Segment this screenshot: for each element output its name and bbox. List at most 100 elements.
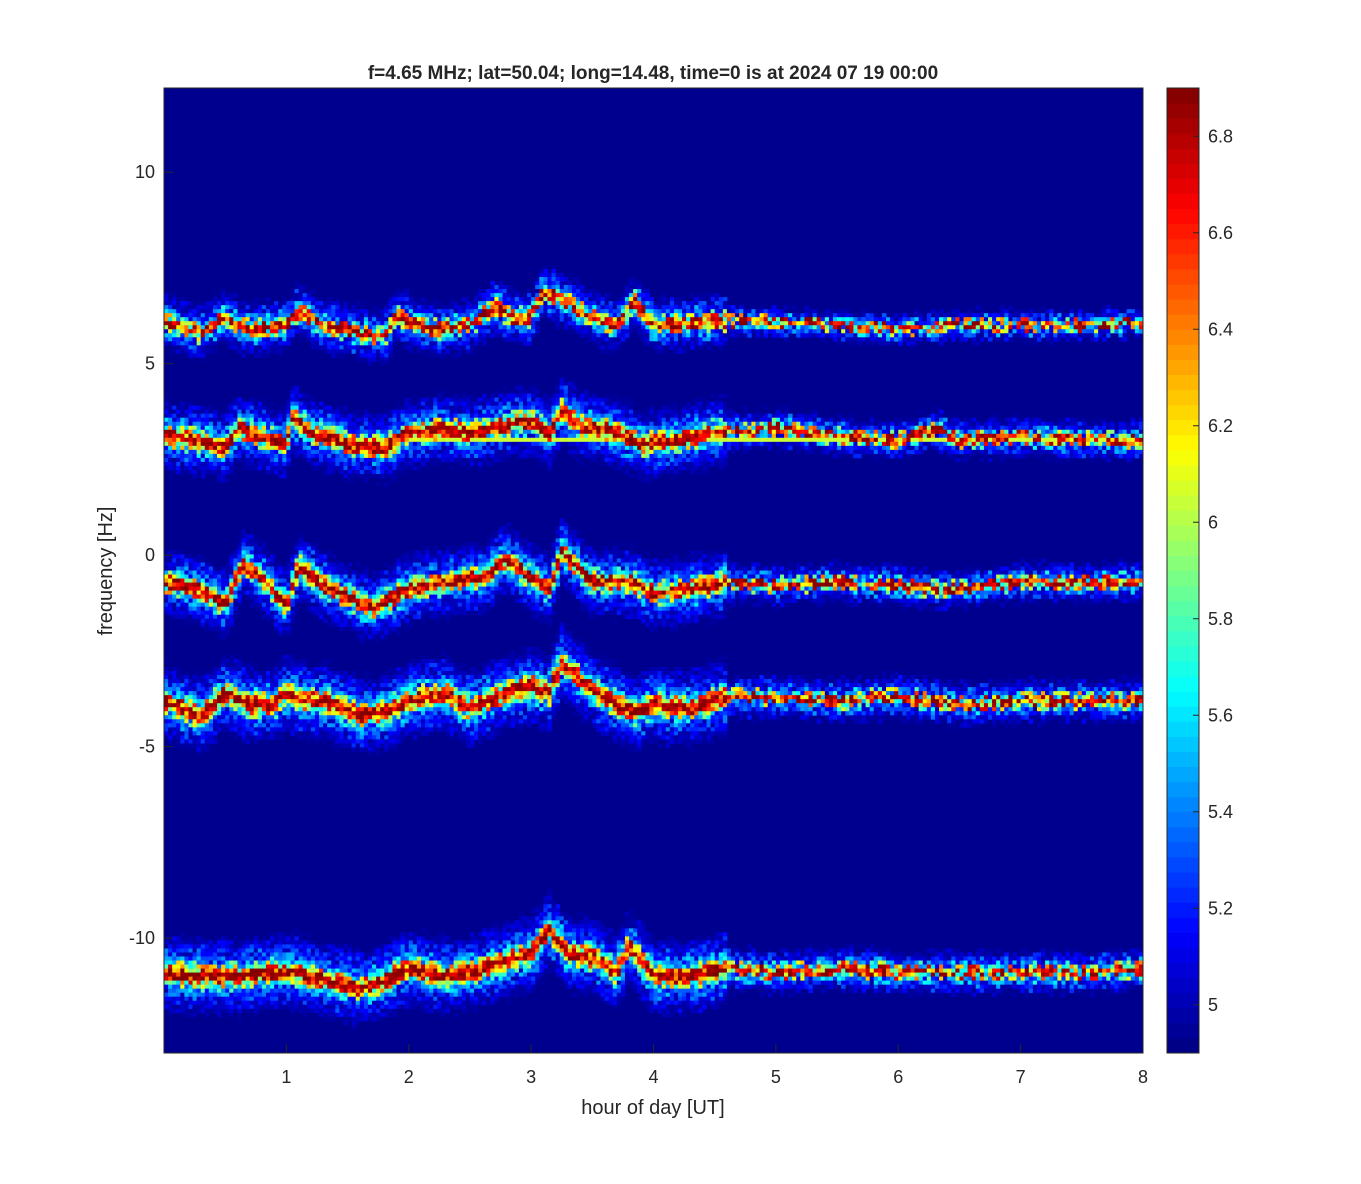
heatmap-cell — [290, 441, 295, 447]
heatmap-cell — [510, 325, 516, 330]
heatmap-cell — [445, 405, 450, 411]
heatmap-cell — [902, 421, 907, 427]
heatmap-cell — [441, 417, 446, 423]
heatmap-cell — [702, 421, 707, 427]
heatmap-cell — [261, 353, 267, 358]
heatmap-cell — [233, 433, 238, 439]
heatmap-cell — [820, 321, 826, 326]
heatmap-cell — [677, 417, 683, 423]
heatmap-cell — [208, 309, 214, 314]
heatmap-cell — [233, 329, 238, 334]
heatmap-cell — [367, 337, 373, 342]
heatmap-cell — [164, 417, 169, 423]
heatmap-cell — [278, 413, 283, 419]
heatmap-cell — [278, 429, 283, 435]
heatmap-cell — [886, 329, 891, 334]
heatmap-cell — [637, 329, 642, 334]
heatmap-cell — [629, 325, 634, 330]
heatmap-cell — [539, 305, 544, 310]
heatmap-cell — [192, 349, 198, 354]
heatmap-cell — [784, 409, 789, 415]
heatmap-cell — [963, 329, 968, 334]
heatmap-cell — [286, 433, 291, 439]
heatmap-cell — [959, 437, 964, 443]
heatmap-cell — [824, 329, 830, 334]
heatmap-cell — [576, 437, 581, 443]
heatmap-cell — [784, 337, 789, 342]
heatmap-cell — [294, 437, 300, 443]
heatmap-cell — [274, 301, 279, 306]
heatmap-cell — [502, 409, 508, 415]
heatmap-cell — [343, 317, 348, 322]
heatmap-cell — [261, 309, 267, 314]
heatmap-cell — [465, 413, 471, 419]
heatmap-cell — [192, 345, 198, 350]
heatmap-cell — [645, 441, 650, 447]
heatmap-cell — [388, 297, 393, 302]
heatmap-cell — [1089, 433, 1095, 439]
heatmap-cell — [327, 421, 332, 427]
heatmap-cell — [396, 297, 401, 302]
heatmap-cell — [196, 437, 202, 443]
heatmap-cell — [1094, 433, 1099, 439]
heatmap-cell — [1012, 333, 1017, 338]
heatmap-cell — [355, 301, 361, 306]
heatmap-cell — [963, 421, 968, 427]
heatmap-cell — [237, 421, 242, 427]
heatmap-cell — [486, 297, 491, 302]
heatmap-cell — [380, 425, 385, 431]
heatmap-cell — [653, 425, 658, 431]
heatmap-cell — [694, 437, 699, 443]
heatmap-cell — [722, 437, 728, 443]
heatmap-cell — [596, 309, 601, 314]
heatmap-cell — [690, 313, 695, 318]
heatmap-cell — [164, 293, 169, 298]
heatmap-cell — [677, 345, 683, 350]
heatmap-cell — [502, 401, 508, 407]
heatmap-cell — [951, 433, 956, 439]
heatmap-cell — [910, 441, 915, 447]
heatmap-cell — [445, 325, 450, 330]
heatmap-cell — [225, 441, 230, 447]
heatmap-cell — [812, 409, 818, 415]
heatmap-cell — [959, 429, 964, 435]
heatmap-cell — [669, 401, 675, 407]
heatmap-cell — [437, 445, 442, 451]
heatmap-cell — [412, 313, 418, 318]
heatmap-cell — [274, 333, 279, 338]
heatmap-cell — [906, 341, 911, 346]
heatmap-cell — [1094, 437, 1099, 443]
heatmap-cell — [404, 445, 410, 451]
heatmap-cell — [310, 337, 316, 342]
heatmap-cell — [1008, 437, 1013, 443]
heatmap-cell — [331, 329, 336, 334]
heatmap-cell — [714, 421, 720, 427]
heatmap-cell — [702, 309, 707, 314]
heatmap-cell — [1094, 333, 1099, 338]
heatmap-cell — [580, 305, 585, 310]
heatmap-cell — [241, 429, 246, 435]
heatmap-cell — [1069, 313, 1075, 318]
heatmap-cell — [482, 437, 487, 443]
heatmap-cell — [469, 337, 475, 342]
heatmap-cell — [743, 441, 748, 447]
heatmap-cell — [384, 305, 389, 310]
heatmap-cell — [1126, 309, 1132, 314]
heatmap-cell — [412, 433, 418, 439]
heatmap-cell — [180, 441, 185, 447]
heatmap-cell — [804, 429, 809, 435]
heatmap-cell — [934, 309, 940, 314]
heatmap-cell — [784, 421, 789, 427]
heatmap-cell — [400, 337, 406, 342]
heatmap-cell — [241, 305, 246, 310]
heatmap-cell — [616, 301, 622, 306]
heatmap-cell — [522, 313, 528, 318]
heatmap-cell — [270, 313, 275, 318]
heatmap-cell — [608, 413, 614, 419]
heatmap-cell — [416, 409, 422, 415]
heatmap-cell — [376, 309, 381, 314]
heatmap-cell — [510, 329, 516, 334]
heatmap-cell — [506, 309, 512, 314]
heatmap-cell — [425, 325, 430, 330]
heatmap-cell — [200, 425, 206, 431]
